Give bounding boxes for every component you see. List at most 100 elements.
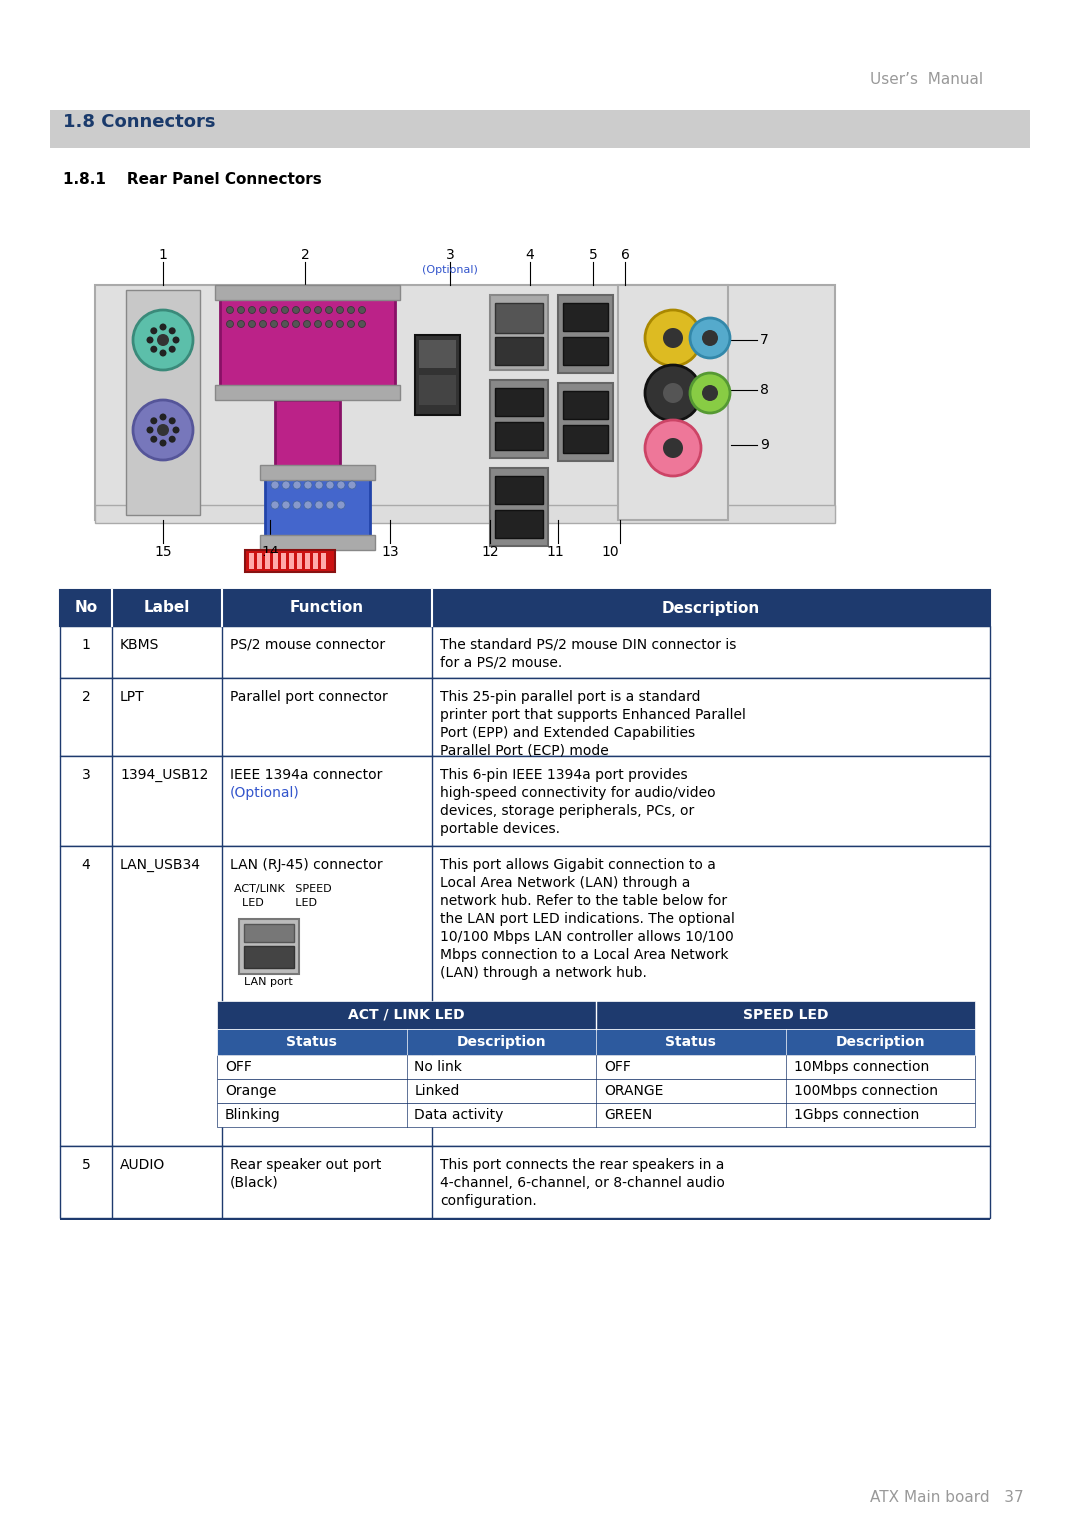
Text: 5: 5 <box>82 1157 91 1173</box>
Bar <box>495 337 543 365</box>
Circle shape <box>348 481 356 489</box>
Bar <box>260 466 375 479</box>
Bar <box>265 553 270 570</box>
Bar <box>297 553 302 570</box>
Circle shape <box>150 435 158 443</box>
Text: Description: Description <box>662 600 760 615</box>
Point <box>264 512 276 530</box>
Circle shape <box>150 417 158 425</box>
Point <box>383 512 396 530</box>
Bar <box>563 425 608 454</box>
Text: This 6-pin IEEE 1394a port provides: This 6-pin IEEE 1394a port provides <box>440 768 688 782</box>
Text: IEEE 1394a connector: IEEE 1394a connector <box>230 768 382 782</box>
Text: Function: Function <box>289 600 364 615</box>
Point <box>298 253 311 272</box>
Point <box>106 747 119 765</box>
Point <box>552 512 565 530</box>
Text: portable devices.: portable devices. <box>440 822 561 835</box>
Point <box>590 1118 603 1136</box>
Text: Status: Status <box>286 1035 337 1049</box>
Bar <box>273 553 278 570</box>
Text: Parallel Port (ECP) mode: Parallel Port (ECP) mode <box>440 744 609 757</box>
Bar <box>490 295 548 370</box>
Circle shape <box>238 307 244 313</box>
Text: LED         LED: LED LED <box>242 898 318 909</box>
Bar <box>60 1145 990 1219</box>
Text: No link: No link <box>415 1060 462 1073</box>
Text: Data activity: Data activity <box>415 1109 504 1122</box>
Bar <box>305 553 310 570</box>
Text: 1.8 Connectors: 1.8 Connectors <box>63 113 216 131</box>
Text: Port (EPP) and Extended Capabilities: Port (EPP) and Extended Capabilities <box>440 725 696 741</box>
Bar <box>126 290 200 515</box>
Point <box>216 1136 229 1154</box>
Point <box>779 1046 792 1064</box>
Point <box>106 837 119 855</box>
Circle shape <box>702 385 718 402</box>
Point <box>400 1070 413 1089</box>
Text: 4: 4 <box>526 247 535 263</box>
Circle shape <box>325 321 333 327</box>
Text: 14: 14 <box>261 545 279 559</box>
Point <box>751 331 764 350</box>
Text: 15: 15 <box>154 545 172 559</box>
Bar <box>245 550 335 573</box>
Text: high-speed connectivity for audio/video: high-speed connectivity for audio/video <box>440 786 716 800</box>
Bar <box>495 510 543 538</box>
Bar <box>495 421 543 450</box>
Circle shape <box>690 318 730 357</box>
Point <box>586 276 599 295</box>
Text: ACT/LINK   SPEED: ACT/LINK SPEED <box>234 884 332 893</box>
Point <box>400 1118 413 1136</box>
Point <box>426 747 438 765</box>
Circle shape <box>270 321 278 327</box>
Text: 12: 12 <box>482 545 499 559</box>
Circle shape <box>150 345 158 353</box>
Text: Linked: Linked <box>415 1084 460 1098</box>
Text: Description: Description <box>836 1035 926 1049</box>
Text: (Optional): (Optional) <box>230 786 300 800</box>
Text: 6: 6 <box>621 247 630 263</box>
Circle shape <box>160 440 166 446</box>
Text: 10Mbps connection: 10Mbps connection <box>794 1060 929 1073</box>
Circle shape <box>238 321 244 327</box>
Point <box>216 617 229 635</box>
Circle shape <box>271 501 279 508</box>
Point <box>216 837 229 855</box>
Point <box>751 435 764 454</box>
Point <box>216 837 229 855</box>
Point <box>400 1093 413 1112</box>
Bar <box>495 302 543 333</box>
Circle shape <box>168 327 176 334</box>
Bar <box>60 756 990 846</box>
Bar <box>558 383 613 461</box>
Bar <box>260 534 375 550</box>
Point <box>725 435 738 454</box>
Point <box>590 1070 603 1089</box>
Point <box>590 993 603 1011</box>
Bar <box>217 1080 975 1102</box>
Point <box>216 1209 229 1228</box>
Circle shape <box>293 481 301 489</box>
Text: 1: 1 <box>82 638 91 652</box>
Text: network hub. Refer to the table below for: network hub. Refer to the table below fo… <box>440 893 727 909</box>
Bar <box>321 553 326 570</box>
Circle shape <box>227 307 233 313</box>
Point <box>484 534 497 553</box>
Bar <box>60 589 990 626</box>
Circle shape <box>282 307 288 313</box>
Bar <box>50 110 1030 148</box>
Point <box>426 837 438 855</box>
Circle shape <box>227 321 233 327</box>
Text: No: No <box>75 600 97 615</box>
Circle shape <box>337 321 343 327</box>
Point <box>157 253 170 272</box>
Circle shape <box>645 310 701 366</box>
Circle shape <box>690 373 730 412</box>
Text: 100Mbps connection: 100Mbps connection <box>794 1084 937 1098</box>
Point <box>106 1209 119 1228</box>
Text: PS/2 mouse connector: PS/2 mouse connector <box>230 638 386 652</box>
Circle shape <box>160 350 166 356</box>
Circle shape <box>168 345 176 353</box>
Point <box>400 1020 413 1038</box>
